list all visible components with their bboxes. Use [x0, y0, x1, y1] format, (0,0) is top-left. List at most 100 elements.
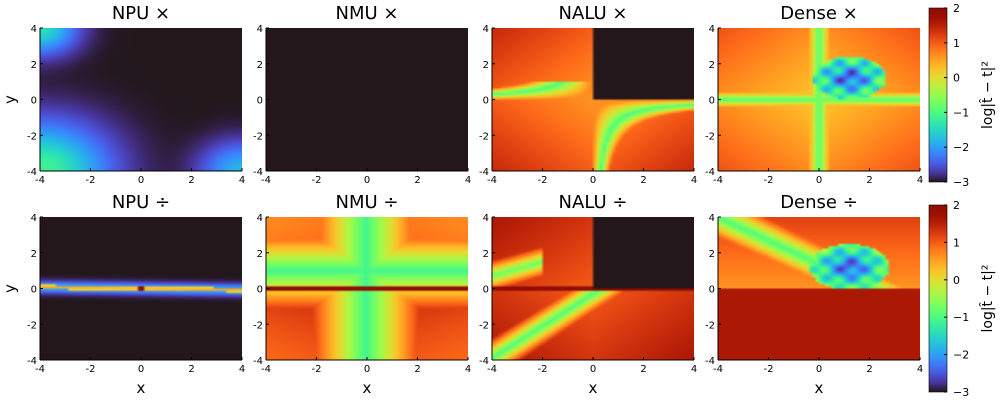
- y-tick-label: 0: [257, 96, 263, 107]
- y-tick-label: 4: [257, 213, 263, 224]
- y-tick-label: 2: [31, 249, 37, 260]
- y-tick-label: 2: [709, 249, 715, 260]
- y-tick-label: -2: [27, 131, 37, 142]
- y-tick-label: -4: [705, 167, 715, 178]
- heatmap: [266, 28, 468, 171]
- y-tick-label: 4: [483, 24, 489, 35]
- y-tick-label: 4: [257, 24, 263, 35]
- y-tick-label: 4: [709, 24, 715, 35]
- x-tick-label: -2: [764, 175, 774, 186]
- colorbar-label: log|t̂ − t|²: [979, 265, 996, 333]
- x-tick-label: -4: [35, 175, 45, 186]
- x-axis-label: x: [589, 379, 598, 397]
- heatmap: [718, 28, 920, 171]
- colorbar-tick-label: 2: [953, 199, 960, 212]
- y-tick-label: -4: [253, 356, 263, 367]
- y-tick-label: 2: [709, 60, 715, 71]
- colorbar-tick-label: 0: [953, 274, 960, 287]
- x-tick-label: -4: [713, 175, 723, 186]
- x-tick-label: 0: [590, 364, 596, 375]
- y-tick-label: -2: [705, 320, 715, 331]
- x-tick-label: 2: [640, 175, 646, 186]
- y-tick-label: -2: [27, 320, 37, 331]
- y-axis-label: y: [1, 95, 19, 104]
- x-tick-label: 0: [364, 175, 370, 186]
- heatmap: [718, 217, 920, 360]
- y-tick-label: 0: [483, 285, 489, 296]
- colorbar-tick-label: −1: [953, 311, 969, 324]
- x-tick-label: -2: [86, 364, 96, 375]
- y-tick-label: -2: [479, 320, 489, 331]
- x-tick-label: 2: [188, 175, 194, 186]
- y-tick-label: 2: [483, 60, 489, 71]
- heatmap: [492, 28, 694, 171]
- y-tick-label: -4: [253, 167, 263, 178]
- x-tick-label: -2: [86, 175, 96, 186]
- x-tick-label: -4: [261, 175, 271, 186]
- x-tick-label: -4: [713, 364, 723, 375]
- x-tick-label: 2: [188, 364, 194, 375]
- x-tick-label: 2: [414, 364, 420, 375]
- y-tick-label: -2: [705, 131, 715, 142]
- colorbar-label: log|t̂ − t|²: [979, 61, 996, 129]
- x-axis-label: x: [137, 379, 146, 397]
- panel-dense-mul: Dense × -4 -2 0 2 4 -4 -2 0 2 4: [705, 3, 923, 186]
- colorbar-tick-label: −2: [953, 141, 969, 154]
- x-tick-label: 2: [866, 364, 872, 375]
- panel-nalu-div: NALU ÷ -4 -2 0 2 4 -4 -2 0 2 4 x: [479, 192, 697, 397]
- x-tick-label: 0: [138, 175, 144, 186]
- y-axis-label: y: [1, 284, 19, 293]
- x-tick-label: 0: [816, 364, 822, 375]
- colorbar-gradient: [928, 204, 948, 393]
- panel-title: NPU ÷: [112, 192, 170, 213]
- y-tick-label: 0: [257, 285, 263, 296]
- x-tick-label: 4: [691, 364, 697, 375]
- heatmap: [266, 217, 468, 360]
- x-tick-label: 2: [866, 175, 872, 186]
- x-tick-label: -4: [261, 364, 271, 375]
- y-tick-label: 0: [483, 96, 489, 107]
- x-tick-label: 4: [691, 175, 697, 186]
- panel-title: Dense ÷: [780, 192, 858, 213]
- heatmap: [40, 217, 242, 360]
- colorbar: −3 −2 −1 0 1 2 log|t̂ − t|²: [928, 199, 996, 399]
- y-tick-label: -4: [479, 356, 489, 367]
- heatmap: [492, 217, 694, 360]
- panel-title: NMU ÷: [336, 192, 399, 213]
- y-tick-label: 2: [257, 249, 263, 260]
- y-tick-label: -4: [479, 167, 489, 178]
- y-tick-label: 4: [31, 213, 37, 224]
- x-tick-label: 4: [239, 175, 245, 186]
- x-tick-label: -2: [764, 364, 774, 375]
- colorbar-tick-label: 1: [953, 236, 960, 249]
- y-tick-label: -2: [479, 131, 489, 142]
- x-tick-label: 0: [138, 364, 144, 375]
- heatmap: [40, 28, 242, 171]
- y-tick-label: -2: [253, 131, 263, 142]
- panel-nalu-mul: NALU × -4 -2 0 2 4 -4 -2 0 2 4: [479, 3, 697, 186]
- colorbar-tick-label: 2: [953, 2, 960, 15]
- panel-nmu-mul: NMU × -4 -2 0 2 4 -4 -2 0 2 4: [253, 3, 471, 186]
- y-tick-label: -4: [705, 356, 715, 367]
- y-tick-label: 4: [709, 213, 715, 224]
- x-tick-label: -4: [487, 175, 497, 186]
- y-tick-label: -4: [27, 356, 37, 367]
- x-tick-label: 4: [917, 364, 923, 375]
- x-tick-label: -4: [35, 364, 45, 375]
- y-tick-label: 4: [31, 24, 37, 35]
- y-tick-label: -4: [27, 167, 37, 178]
- x-tick-label: 2: [640, 364, 646, 375]
- x-tick-label: -2: [538, 175, 548, 186]
- panel-npu-mul: NPU × -4 -2 0 2 4 -4 -2 0 2 4 y: [1, 3, 245, 186]
- x-axis-label: x: [363, 379, 372, 397]
- x-tick-label: -2: [538, 364, 548, 375]
- panel-npu-div: NPU ÷ -4 -2 0 2 4 -4 -2 0 2 4 y x: [1, 192, 245, 397]
- y-tick-label: 4: [483, 213, 489, 224]
- x-tick-label: 2: [414, 175, 420, 186]
- x-tick-label: 4: [239, 364, 245, 375]
- colorbar: −3 −2 −1 0 1 2 log|t̂ − t|²: [928, 2, 996, 189]
- x-tick-label: -4: [487, 364, 497, 375]
- colorbar-tick-label: −3: [953, 176, 969, 189]
- colorbar-tick-label: −2: [953, 349, 969, 362]
